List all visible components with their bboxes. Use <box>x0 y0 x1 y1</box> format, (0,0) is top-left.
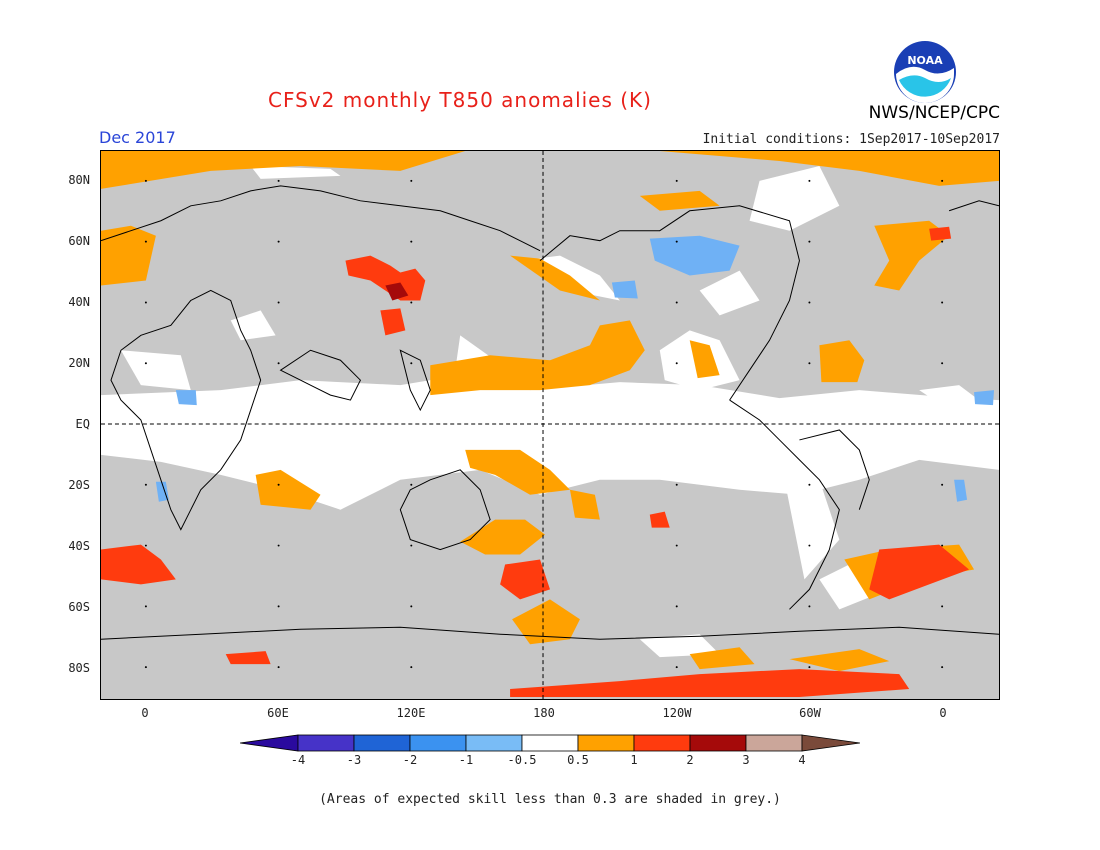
warm-anomaly-regions-1-2 <box>101 226 970 698</box>
lon-label: 0 <box>141 706 149 720</box>
lat-label: 80S <box>68 661 90 675</box>
coastlines <box>101 185 999 640</box>
colorbar-cell <box>465 734 523 752</box>
colorbar-cell <box>577 734 635 752</box>
colorbar-label: -1 <box>458 753 474 767</box>
colorbar <box>240 734 860 752</box>
grid-lines <box>101 151 999 699</box>
colorbar-cell <box>521 734 579 752</box>
lat-label: 40N <box>68 295 90 309</box>
lat-label: 20S <box>68 478 90 492</box>
colorbar-label: -0.5 <box>507 753 537 767</box>
chart-title: CFSv2 monthly T850 anomalies (K) <box>268 88 652 112</box>
cold-anomaly-regions <box>155 235 995 502</box>
colorbar-label: -3 <box>346 753 362 767</box>
lon-label: 180 <box>533 706 555 720</box>
colorbar-label: -4 <box>290 753 306 767</box>
lat-label: 80N <box>68 173 90 187</box>
lat-label: 20N <box>68 356 90 370</box>
initial-conditions: Initial conditions: 1Sep2017-10Sep2017 <box>702 132 1000 147</box>
colorbar-cell <box>745 734 803 752</box>
grid-dots <box>144 179 944 669</box>
lat-label: EQ <box>75 417 90 431</box>
lon-label: 60W <box>799 706 821 720</box>
lon-label: 0 <box>939 706 947 720</box>
colorbar-label: 2 <box>686 753 694 767</box>
skill-footnote: (Areas of expected skill less than 0.3 a… <box>319 792 781 807</box>
lon-label: 120E <box>396 706 426 720</box>
lon-label: 60E <box>267 706 289 720</box>
colorbar-cell <box>689 734 747 752</box>
noaa-logo-icon: NOAA <box>894 41 956 103</box>
colorbar-cell <box>240 734 299 752</box>
lat-label: 40S <box>68 539 90 553</box>
colorbar-cell <box>297 734 355 752</box>
anomaly-map <box>100 150 1000 700</box>
colorbar-cell <box>353 734 411 752</box>
lat-label: 60S <box>68 600 90 614</box>
colorbar-label: 0.5 <box>567 753 589 767</box>
colorbar-cell <box>409 734 467 752</box>
colorbar-label: -2 <box>402 753 418 767</box>
forecast-month: Dec 2017 <box>99 128 176 147</box>
colorbar-label: 3 <box>742 753 750 767</box>
warm-anomaly-regions-0.5-1 <box>101 151 999 672</box>
logo-text: NOAA <box>907 54 943 67</box>
lon-label: 120W <box>662 706 692 720</box>
lat-label: 60N <box>68 234 90 248</box>
colorbar-label: 1 <box>630 753 638 767</box>
colorbar-cell <box>801 734 860 752</box>
agency-label: NWS/NCEP/CPC <box>868 103 1000 123</box>
colorbar-label: 4 <box>798 753 806 767</box>
warm-anomaly-regions-2-3 <box>385 282 409 301</box>
colorbar-cell <box>633 734 691 752</box>
